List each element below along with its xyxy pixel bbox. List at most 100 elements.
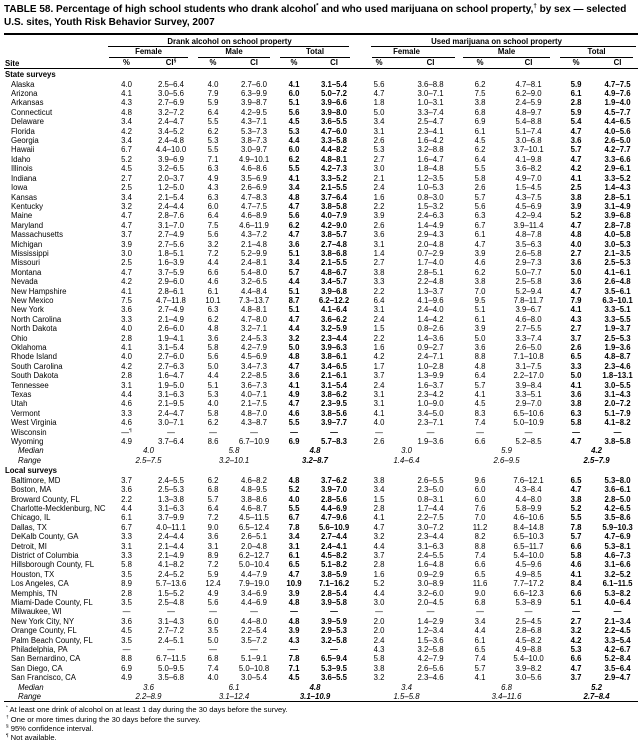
- value-cell: 6.5: [570, 475, 582, 485]
- table-row: Memphis, TN 2.8 1.5–5.2 4.9 3.4–6.9 3.9 2.8–5.…: [4, 589, 638, 598]
- value-cell: 6.6: [570, 541, 582, 551]
- value-cell: 6.4: [474, 371, 486, 381]
- value-cell: 3.9–6.9: [157, 154, 184, 164]
- value-cell: 2.2: [121, 494, 132, 504]
- footnote-marker: §: [6, 723, 9, 729]
- site-cell: Indiana: [11, 173, 37, 183]
- value-cell: 4.4–8.2: [321, 145, 348, 155]
- value-cell: 4.5: [474, 136, 486, 146]
- value-cell: 6.5: [474, 645, 486, 654]
- table-row: Nevada 4.2 2.9–6.0 4.6 3.2–6.5 4.4 3.4–5.7 3.3 2…: [4, 277, 638, 286]
- value-cell: 6.3–10.1: [602, 295, 633, 305]
- value-cell: 3.0–7.2: [417, 522, 444, 532]
- value-cell: 4.0–5.8: [604, 230, 631, 240]
- value-cell: 3.5–6.1: [604, 286, 631, 296]
- value-cell: 2.4: [373, 314, 385, 324]
- value-cell: 3.5: [121, 635, 132, 645]
- value-cell: 5.6–10.9: [318, 522, 350, 532]
- value-cell: 8.8: [474, 352, 486, 362]
- value-cell: 3.6: [570, 136, 582, 146]
- value-cell: 3.0: [373, 597, 385, 607]
- value-cell: 2.9–6.0: [157, 277, 184, 287]
- value-cell: 1.7–4.0: [417, 258, 444, 268]
- value-cell: 8.2: [474, 532, 486, 542]
- value-cell: 3.8–6.1: [321, 352, 348, 362]
- value-cell: 2.6: [474, 183, 486, 193]
- value-cell: 3.8: [570, 192, 582, 202]
- site-cell: Maine: [11, 211, 33, 221]
- value-cell: 2.4–4.4: [157, 532, 184, 542]
- value-cell: 5.9: [570, 79, 582, 89]
- value-cell: 8.7: [288, 295, 300, 305]
- site-cell: Philadelphia, PA: [11, 645, 68, 654]
- value-cell: 3.0–5.5: [604, 380, 631, 390]
- value-cell: 3.8: [570, 399, 582, 409]
- table-row: New Hampshire 4.1 2.8–6.1 6.1 4.4–8.4 5.1 3.9–…: [4, 287, 638, 296]
- value-cell: 6.3: [570, 408, 582, 418]
- value-cell: 4.1–9.6: [417, 295, 444, 305]
- value-cell: 4.0: [570, 239, 582, 249]
- value-cell: 4.9: [207, 588, 219, 598]
- value-cell: 3.3–5.2: [604, 173, 631, 183]
- value-cell: 4.4: [121, 503, 132, 513]
- value-cell: 4.6–8.0: [515, 314, 542, 324]
- value-cell: 7.5: [121, 295, 132, 305]
- value-cell: —: [375, 607, 383, 617]
- summary-row: Median 3.6 6.1 4.8 3.4 6.8 5.2: [4, 683, 638, 692]
- value-cell: 4.4–8.0: [515, 494, 542, 504]
- table-row: Connecticut 4.8 3.2–7.2 6.4 4.2–9.5 5.6 3.9–8.…: [4, 108, 638, 117]
- site-cell: Mississippi: [11, 248, 49, 258]
- value-cell: 3.0–5.6: [157, 89, 184, 99]
- value-cell: 2.2: [373, 333, 385, 343]
- value-cell: 4.2–7.9: [240, 343, 267, 352]
- value-cell: 9.5: [474, 295, 486, 305]
- value-cell: 3.3–5.5: [604, 314, 631, 324]
- value-cell: 3.6: [121, 305, 132, 315]
- header-group-row: Site Drank alcohol on school property Used…: [4, 34, 639, 70]
- table-header: Site Drank alcohol on school property Used…: [4, 34, 639, 70]
- table-row: Dallas, TX 6.7 4.0–11.1 9.0 6.5–12.4 7.8 5.6–1…: [4, 523, 638, 532]
- value-cell: 6.6: [207, 267, 219, 277]
- value-cell: 7.0: [474, 513, 486, 523]
- column-header: %: [193, 57, 233, 70]
- value-cell: 0.8–3.1: [417, 494, 444, 504]
- value-cell: 4.8: [288, 597, 300, 607]
- value-cell: 2.8: [570, 98, 582, 108]
- value-cell: 4.7–11.8: [156, 295, 186, 305]
- value-cell: 2.5–5.3: [604, 258, 631, 268]
- summary-row: Range 2.2–8.9 3.1–12.4 3.1–10.9 1.5–5.8 3.4–1…: [4, 692, 638, 702]
- value-cell: 6.7: [121, 522, 132, 532]
- value-cell: 3.0–7.1: [157, 418, 184, 428]
- value-cell: 5.7: [207, 494, 219, 504]
- value-cell: 7.4: [474, 418, 486, 428]
- value-cell: 2.2–5.4: [240, 626, 267, 636]
- value-cell: 4.7–8.0: [240, 314, 267, 324]
- site-cell: Rhode Island: [11, 352, 57, 362]
- table-row: South Carolina 4.2 2.7–6.3 5.0 3.4–7.3 4.7 3.4…: [4, 362, 638, 371]
- value-cell: 4.3–8.4: [515, 485, 542, 495]
- value-cell: 3.2–5.2: [604, 569, 631, 579]
- value-cell: 10.9: [286, 579, 302, 589]
- value-cell: 2.0–4.8: [417, 239, 444, 249]
- value-cell: 4.7: [570, 286, 582, 296]
- table-row: North Dakota 4.0 2.6–6.0 4.8 3.2–7.1 4.4 3.2–5…: [4, 324, 638, 333]
- value-cell: 4.7–8.3: [240, 192, 267, 202]
- value-cell: —: [524, 427, 533, 437]
- value-cell: 3.2–5.8: [417, 645, 444, 654]
- value-cell: 3.9–5.8: [321, 597, 348, 607]
- value-cell: 4.6–10.6: [513, 513, 544, 523]
- value-cell: —: [209, 645, 217, 654]
- value-cell: 1.8–5.1: [157, 248, 184, 258]
- footnote-line: § 95% confidence interval.: [6, 723, 94, 734]
- value-cell: 3.6–6.2: [321, 314, 348, 324]
- value-cell: 6.5–12.4: [238, 522, 270, 532]
- value-cell: 2.6–6.0: [157, 324, 184, 334]
- value-cell: 5.8: [570, 550, 582, 560]
- summary-value-cell: 4.2: [591, 446, 602, 456]
- summary-value-cell: 2.2–8.9: [135, 692, 162, 702]
- site-cell: Texas: [11, 390, 32, 400]
- table-row: Tennessee 3.1 1.9–5.0 5.1 3.6–7.3 4.1 3.1–5.4 2…: [4, 381, 638, 390]
- value-cell: 2.6–5.6: [417, 663, 444, 673]
- value-cell: 7.5: [207, 220, 219, 230]
- value-cell: 4.5–7.7: [604, 107, 631, 117]
